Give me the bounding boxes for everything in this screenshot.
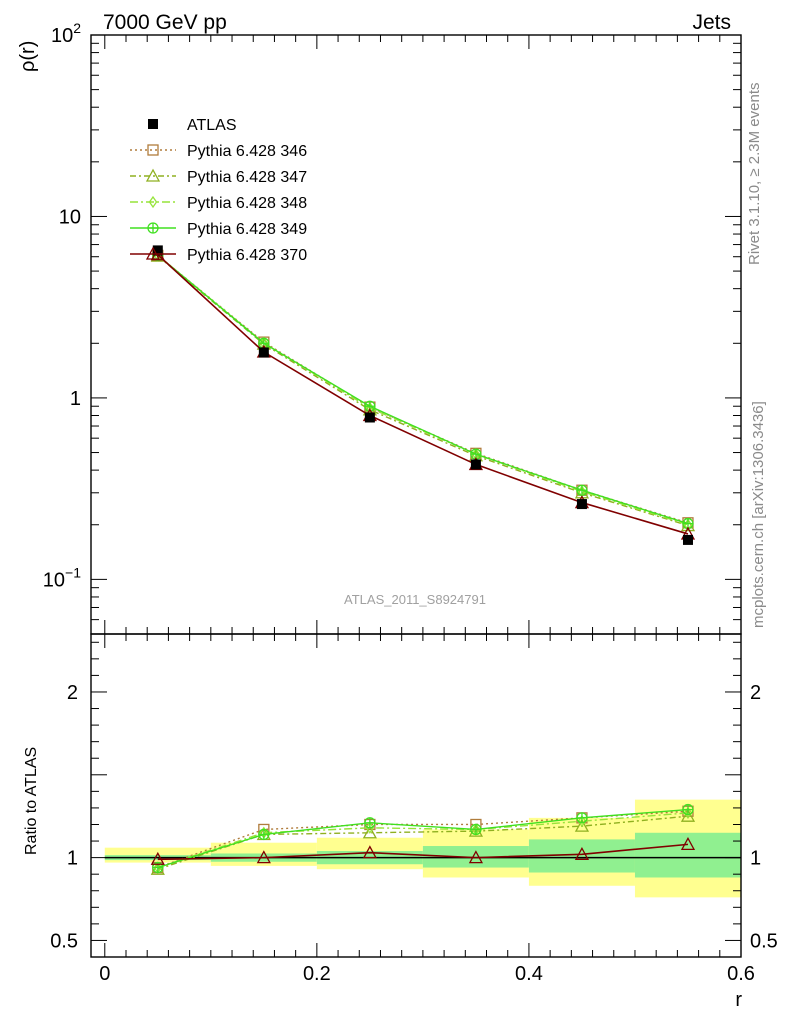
ratio-y-tick-label: 2 bbox=[67, 682, 78, 704]
ratio-data-point bbox=[576, 812, 588, 824]
legend-item-p370: Pythia 6.428 370 bbox=[130, 246, 307, 264]
rivet-version-label: Rivet 3.1.10, ≥ 2.3M events bbox=[746, 83, 763, 266]
legend-item-p347: Pythia 6.428 347 bbox=[130, 168, 307, 186]
legend-item-p348: Pythia 6.428 348 bbox=[130, 195, 307, 212]
main-data-point bbox=[258, 347, 269, 358]
legend-marker bbox=[147, 144, 159, 156]
legend-label: Pythia 6.428 347 bbox=[187, 169, 307, 186]
main-series-line bbox=[157, 255, 689, 527]
main-series-p347 bbox=[150, 248, 696, 532]
ratio-data-point bbox=[683, 806, 693, 820]
ratio-series-line bbox=[157, 808, 689, 869]
ratio-inner-band bbox=[634, 832, 741, 878]
ratio-y-tick-label-right: 1 bbox=[750, 848, 761, 870]
ratio-y-axis-label: Ratio to ATLAS bbox=[23, 747, 40, 855]
legend-label: ATLAS bbox=[187, 117, 237, 134]
ratio-data-point bbox=[258, 828, 270, 841]
legend-marker bbox=[145, 168, 161, 182]
ratio-data-point bbox=[680, 837, 696, 851]
ratio-series-line bbox=[157, 815, 689, 870]
main-data-point bbox=[682, 534, 693, 545]
ratio-series-line bbox=[157, 810, 689, 869]
ratio-data-point bbox=[470, 823, 482, 836]
legend-marker bbox=[148, 119, 158, 129]
main-series-line bbox=[157, 254, 689, 525]
legend-label: Pythia 6.428 346 bbox=[187, 143, 307, 160]
main-series-line bbox=[157, 254, 689, 526]
main-series-p346 bbox=[152, 249, 694, 529]
main-panel: 10−1 1 10 102 bbox=[43, 20, 742, 635]
ratio-data-point bbox=[680, 808, 696, 822]
header-energy-label: 7000 GeV pp bbox=[103, 11, 227, 34]
main-data-point bbox=[152, 245, 163, 256]
ratio-data-point bbox=[362, 845, 377, 859]
mcplots-label: mcplots.cern.ch [arXiv:1306.3436] bbox=[750, 401, 767, 628]
ratio-data-point bbox=[256, 850, 271, 864]
x-axis-label: r bbox=[735, 989, 742, 1011]
ratio-y-tick-label: 1 bbox=[67, 848, 78, 870]
main-y-tick-label: 1 bbox=[70, 388, 81, 410]
legend-label: Pythia 6.428 349 bbox=[187, 221, 307, 238]
x-tick-label: 0 bbox=[99, 963, 110, 985]
main-series-p349 bbox=[152, 249, 694, 530]
main-series-p370 bbox=[150, 247, 696, 540]
analysis-label: ATLAS_2011_S8924791 bbox=[344, 592, 486, 607]
ratio-series-p348 bbox=[153, 806, 693, 874]
header-jets-label: Jets bbox=[692, 11, 731, 34]
main-y-tick-label: 10−1 bbox=[43, 564, 81, 591]
ratio-y-tick-label: 0.5 bbox=[50, 930, 78, 952]
main-y-tick-label: 102 bbox=[51, 20, 81, 47]
ratio-data-point bbox=[150, 851, 165, 865]
legend-marker bbox=[148, 195, 158, 209]
ratio-data-point bbox=[362, 825, 377, 839]
main-y-tick-label: 10 bbox=[59, 206, 81, 228]
ratio-series-p349 bbox=[152, 803, 694, 874]
ratio-series-line bbox=[157, 812, 689, 869]
main-data-point bbox=[576, 499, 587, 510]
x-tick-label: 0.4 bbox=[515, 963, 543, 985]
ratio-series-p370 bbox=[150, 837, 696, 865]
legend-label: Pythia 6.428 348 bbox=[187, 195, 307, 212]
ratio-series-line bbox=[157, 843, 689, 861]
main-series-line bbox=[157, 254, 689, 524]
ratio-data-point bbox=[574, 846, 590, 860]
ratio-panel: 0.5 0.5 1 1 2 2 0 0.2 0.4 0.6 bbox=[50, 633, 778, 985]
ratio-frame bbox=[90, 633, 742, 958]
legend-item-p346: Pythia 6.428 346 bbox=[130, 143, 307, 160]
main-series-p348 bbox=[153, 249, 693, 531]
main-series-line bbox=[157, 254, 689, 535]
ratio-y-tick-label-right: 2 bbox=[750, 682, 761, 704]
ratio-data-point bbox=[365, 821, 375, 834]
x-tick-label: 0.6 bbox=[727, 963, 755, 985]
main-series-data bbox=[152, 245, 693, 545]
legend: ATLAS Pythia 6.428 346 Pythia 6.428 347 Pyt… bbox=[130, 117, 307, 264]
legend-label: Pythia 6.428 370 bbox=[187, 247, 307, 264]
main-y-axis-label: ρ(r) bbox=[17, 41, 39, 72]
main-data-point bbox=[576, 484, 588, 496]
legend-item-p349: Pythia 6.428 349 bbox=[130, 221, 307, 238]
ratio-data-point bbox=[577, 815, 587, 828]
ratio-inner-band bbox=[422, 846, 529, 868]
ratio-y-tick-label-right: 0.5 bbox=[750, 930, 778, 952]
legend-marker bbox=[145, 246, 161, 260]
legend-item-data: ATLAS bbox=[148, 117, 237, 134]
main-data-point bbox=[364, 412, 375, 423]
ratio-data-point bbox=[468, 850, 484, 864]
main-data-point bbox=[470, 459, 481, 470]
ratio-data-point bbox=[364, 817, 376, 829]
x-tick-label: 0.2 bbox=[303, 963, 331, 985]
legend-marker bbox=[147, 222, 159, 234]
ratio-data-point bbox=[682, 803, 694, 816]
ratio-data-point bbox=[574, 818, 590, 832]
